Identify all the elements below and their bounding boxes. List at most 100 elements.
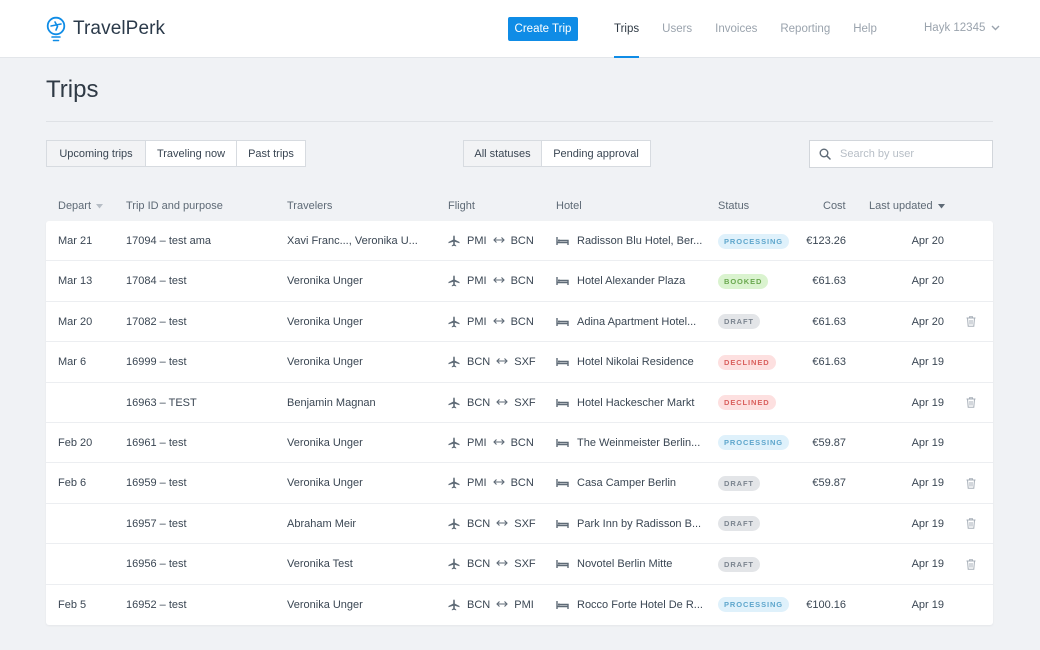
status-badge: PROCESSING	[718, 435, 790, 451]
brand-name: TravelPerk	[73, 18, 166, 39]
column-header-last-updated[interactable]: Last updated	[869, 200, 945, 212]
trip-id-purpose: 16999 – test	[126, 356, 187, 369]
travelers: Veronika Unger	[287, 275, 363, 288]
flight-destination: BCN	[510, 436, 534, 449]
table-row[interactable]: 16956 – test Veronika Test BCN SXF Novotel B…	[46, 544, 993, 585]
delete-trip-button[interactable]	[966, 463, 976, 503]
bed-icon	[556, 358, 569, 367]
table-row[interactable]: Feb 20 16961 – test Veronika Unger PMI BCN Th…	[46, 423, 993, 464]
bed-icon	[556, 277, 569, 286]
flight-route: BCN SXF	[448, 544, 536, 584]
last-updated: Apr 19	[911, 598, 944, 611]
nav-reporting[interactable]: Reporting	[780, 23, 831, 35]
trash-icon	[966, 478, 976, 489]
status-badge: PROCESSING	[718, 233, 790, 249]
table-row[interactable]: Mar 6 16999 – test Veronika Unger BCN SXF Hot…	[46, 342, 993, 383]
plane-icon	[448, 558, 460, 570]
column-header-status: Status	[718, 200, 750, 212]
plane-icon	[448, 477, 460, 489]
trip-id-purpose: 17082 – test	[126, 315, 187, 328]
filter-all-statuses[interactable]: All statuses	[464, 141, 542, 166]
nav-trips[interactable]: Trips	[614, 0, 640, 58]
filter-upcoming-trips[interactable]: Upcoming trips	[47, 141, 146, 166]
last-updated: Apr 20	[911, 315, 944, 328]
trip-id-purpose: 16957 – test	[126, 517, 187, 530]
delete-trip-button[interactable]	[966, 302, 976, 342]
flight-destination: BCN	[510, 275, 534, 288]
last-updated: Apr 20	[911, 235, 944, 247]
plane-icon	[448, 316, 460, 328]
last-updated: Apr 20	[911, 275, 944, 288]
table-row[interactable]: 16963 – TEST Benjamin Magnan BCN SXF Hotel H…	[46, 383, 993, 423]
trip-id-purpose: 16952 – test	[126, 598, 187, 611]
travelers: Benjamin Magnan	[287, 396, 376, 409]
table-row[interactable]: 16957 – test Abraham Meir BCN SXF Park Inn b…	[46, 504, 993, 545]
bed-icon	[556, 317, 569, 326]
table-row[interactable]: Mar 20 17082 – test Veronika Unger PMI BCN Ad…	[46, 302, 993, 343]
page-title: Trips	[46, 76, 99, 103]
create-trip-button[interactable]: Create Trip	[508, 17, 578, 41]
status-badge: DECLINED	[718, 354, 776, 370]
column-header-cost: Cost	[823, 200, 846, 212]
column-header-flight: Flight	[448, 200, 475, 212]
filter-traveling-now[interactable]: Traveling now	[146, 141, 237, 166]
trash-icon	[966, 397, 976, 408]
table-row[interactable]: Feb 5 16952 – test Veronika Unger BCN PMI Roc…	[46, 585, 993, 625]
last-updated: Apr 19	[911, 396, 944, 409]
trip-id-purpose: 16959 – test	[126, 477, 187, 490]
plane-icon	[448, 599, 460, 610]
depart-date: Mar 13	[58, 275, 93, 288]
travelperk-logo[interactable]: TravelPerk	[46, 16, 165, 42]
round-trip-arrow-icon	[496, 600, 509, 607]
trip-cost	[786, 383, 846, 423]
flight-destination: SXF	[514, 356, 536, 369]
last-updated: Apr 19	[911, 477, 944, 490]
travelers: Xavi Franc..., Veronika U...	[287, 235, 418, 247]
delete-trip-button[interactable]	[966, 383, 976, 423]
hotel-name: Adina Apartment Hotel...	[577, 315, 697, 328]
user-name: Hayk 12345	[924, 22, 986, 34]
filter-past-trips[interactable]: Past trips	[237, 141, 305, 166]
filter-pending-approval[interactable]: Pending approval	[542, 141, 650, 166]
flight-origin: BCN	[467, 396, 491, 409]
travelers: Veronika Unger	[287, 436, 363, 449]
user-menu[interactable]: Hayk 12345	[924, 22, 1000, 34]
plane-icon	[448, 356, 460, 368]
travelers: Veronika Unger	[287, 315, 363, 328]
bed-icon	[556, 479, 569, 488]
plane-icon	[448, 397, 460, 408]
nav-users[interactable]: Users	[662, 23, 693, 35]
nav-invoices[interactable]: Invoices	[715, 23, 758, 35]
flight-destination: BCN	[510, 477, 534, 490]
status-badge: DRAFT	[718, 475, 760, 491]
last-updated: Apr 19	[911, 356, 944, 369]
flight-route: BCN PMI	[448, 585, 534, 625]
column-header-trip: Trip ID and purpose	[126, 200, 223, 212]
delete-trip-button[interactable]	[966, 544, 976, 584]
column-header-hotel: Hotel	[556, 200, 582, 212]
delete-trip-button[interactable]	[966, 504, 976, 544]
column-header-label: Depart	[58, 200, 92, 212]
search-input[interactable]	[840, 148, 980, 160]
travelers: Veronika Unger	[287, 356, 363, 369]
depart-date: Mar 20	[58, 315, 93, 328]
table-row[interactable]: Mar 13 17084 – test Veronika Unger PMI BCN Ho…	[46, 261, 993, 302]
nav-help[interactable]: Help	[853, 23, 877, 35]
flight-route: BCN SXF	[448, 342, 536, 382]
status: PROCESSING	[718, 423, 790, 463]
table-row[interactable]: Feb 6 16959 – test Veronika Unger PMI BCN Cas…	[46, 463, 993, 504]
status: DRAFT	[718, 463, 760, 503]
status-badge: DECLINED	[718, 395, 776, 411]
trip-cost	[786, 504, 846, 544]
trip-id-purpose: 17094 – test ama	[126, 235, 212, 247]
travelers: Veronika Test	[287, 558, 353, 571]
round-trip-arrow-icon	[492, 479, 505, 486]
hotel: The Weinmeister Berlin...	[556, 423, 700, 463]
column-header-depart[interactable]: Depart	[58, 200, 104, 212]
sort-caret-icon	[937, 203, 945, 208]
flight-origin: PMI	[467, 275, 487, 288]
hotel: Rocco Forte Hotel De R...	[556, 585, 703, 625]
top-navigation-bar: TravelPerk Create Trip Trips Users Invoi…	[0, 0, 1040, 58]
status: DECLINED	[718, 342, 776, 382]
table-row[interactable]: Mar 21 17094 – test ama Xavi Franc..., Ver…	[46, 221, 993, 262]
